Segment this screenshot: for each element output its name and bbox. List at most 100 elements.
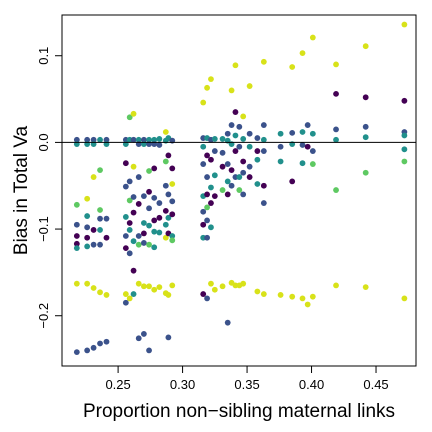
data-point — [135, 280, 142, 287]
x-axis-title: Proportion non−sibling maternal links — [83, 401, 395, 422]
data-point — [299, 295, 306, 302]
data-point — [204, 174, 210, 180]
data-point — [73, 136, 80, 143]
data-point — [401, 295, 408, 302]
data-point — [169, 211, 176, 218]
data-point — [232, 148, 239, 154]
data-point — [200, 143, 207, 150]
data-point — [73, 245, 80, 252]
data-point — [169, 233, 176, 239]
data-point — [401, 21, 408, 28]
data-point — [73, 233, 80, 239]
data-point — [130, 267, 137, 274]
data-point — [232, 132, 239, 139]
data-point — [169, 181, 176, 187]
data-point — [208, 200, 214, 206]
data-point — [130, 209, 137, 216]
data-point — [135, 241, 142, 248]
data-point — [169, 282, 176, 289]
data-point — [73, 240, 80, 247]
data-point — [204, 295, 210, 302]
data-point — [90, 136, 97, 143]
data-point — [140, 220, 147, 226]
data-point — [90, 241, 97, 248]
data-point — [224, 178, 231, 185]
data-point — [211, 286, 218, 293]
data-point — [165, 214, 172, 221]
y-axis: −0.2 −0.1 0.0 0.1 — [36, 47, 63, 329]
data-point — [204, 217, 210, 224]
data-point — [97, 241, 103, 248]
data-point — [260, 291, 267, 297]
data-point — [246, 130, 253, 137]
data-point — [146, 222, 152, 229]
data-point — [304, 301, 311, 308]
data-point — [97, 340, 103, 347]
x-tick-label: 0.30 — [170, 377, 195, 392]
data-point — [299, 142, 306, 148]
data-point — [122, 233, 129, 239]
data-point — [126, 250, 133, 257]
data-point — [135, 335, 142, 342]
data-point — [103, 338, 110, 345]
data-point — [333, 90, 339, 97]
data-point — [277, 143, 284, 150]
data-point — [122, 183, 129, 190]
data-point — [254, 288, 261, 295]
data-point — [299, 50, 306, 57]
data-point — [156, 284, 163, 291]
data-point — [126, 114, 133, 121]
data-point — [309, 161, 316, 167]
data-point — [156, 229, 163, 236]
data-point — [84, 347, 91, 354]
data-point — [362, 284, 369, 291]
data-point — [236, 187, 243, 193]
data-point — [236, 174, 243, 180]
y-tick-label: 0.0 — [36, 133, 51, 151]
data-point — [122, 160, 129, 167]
data-point — [260, 58, 267, 65]
data-point — [169, 165, 176, 172]
data-point — [208, 280, 214, 287]
data-point — [165, 334, 172, 341]
data-point — [130, 136, 137, 143]
data-point — [169, 237, 176, 244]
data-point — [146, 283, 152, 290]
data-point — [333, 282, 339, 289]
data-point — [208, 184, 214, 191]
data-point — [309, 34, 316, 41]
data-point — [240, 136, 247, 142]
data-point — [140, 240, 147, 246]
data-point — [97, 167, 103, 174]
data-point — [219, 187, 226, 193]
data-point — [289, 293, 296, 300]
data-point — [260, 122, 267, 128]
data-point — [162, 158, 169, 165]
data-point — [135, 174, 142, 180]
data-point — [219, 136, 226, 142]
data-point — [289, 64, 296, 70]
data-point — [246, 143, 253, 150]
data-point — [162, 129, 169, 135]
data-point — [130, 238, 137, 245]
data-point — [165, 292, 172, 298]
data-point — [135, 136, 142, 143]
data-point — [90, 174, 97, 180]
y-tick-label: 0.1 — [36, 47, 51, 65]
data-point — [97, 136, 103, 143]
data-point — [146, 168, 152, 174]
data-point — [401, 158, 408, 165]
data-point — [135, 201, 142, 207]
data-point — [401, 132, 408, 139]
data-point — [254, 156, 261, 163]
data-point — [169, 198, 176, 205]
data-point — [333, 136, 339, 143]
data-point — [236, 143, 243, 150]
data-point — [200, 208, 207, 215]
data-point — [236, 123, 243, 130]
data-point — [162, 221, 169, 228]
data-point — [103, 215, 110, 222]
data-point — [254, 181, 261, 187]
data-point — [73, 280, 80, 287]
